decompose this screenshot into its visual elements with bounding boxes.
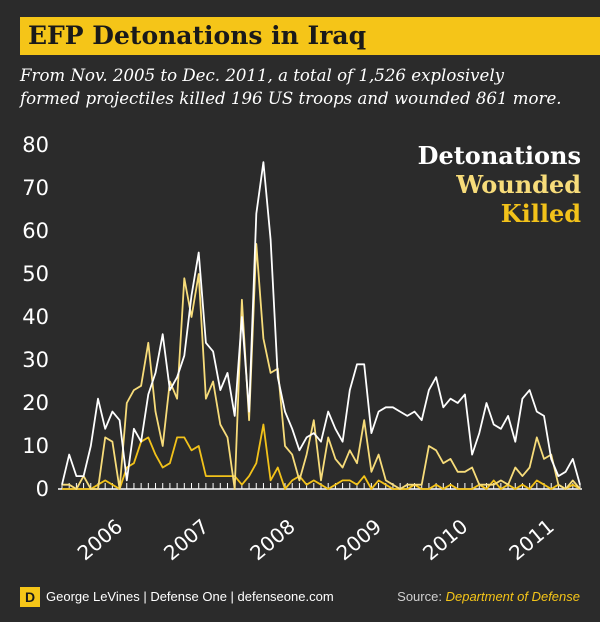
credit-line: George LeVines | Defense One | defenseon… [46,589,334,604]
legend-entry-wounded: Wounded [455,170,581,199]
footer: D George LeVines | Defense One | defense… [0,585,600,613]
x-tick-label: 2007 [159,514,213,565]
y-tick-label: 10 [22,434,49,458]
y-tick-label: 80 [22,133,49,157]
source-name: Department of Defense [445,589,580,604]
y-tick-label: 30 [22,348,49,372]
legend-entry-detonations: Detonations [418,141,581,170]
subtitle-line-1: From Nov. 2005 to Dec. 2011, a total of … [20,66,505,85]
chart-subtitle: From Nov. 2005 to Dec. 2011, a total of … [20,64,595,110]
x-tick-label: 2009 [332,514,386,565]
x-tick-label: 2011 [504,514,558,565]
series-layer [61,161,581,490]
series-line-wounded [62,242,581,490]
x-tick-label: 2006 [73,514,127,565]
x-axis: 2006 2007 2008 2009 2010 2011 [58,483,582,565]
x-tick-label: 2008 [245,514,299,565]
y-tick-label: 0 [36,477,49,501]
series-line-detonations [61,161,581,485]
x-tick-label: 2010 [418,514,472,565]
source-line: Source: Department of Defense [397,589,580,604]
y-tick-label: 70 [22,176,49,200]
source-label: Source: [397,589,442,604]
y-axis: 0 10 20 30 40 50 60 70 80 [22,133,49,501]
series-line-killed [62,423,581,490]
y-tick-label: 60 [22,219,49,243]
y-tick-label: 20 [22,391,49,415]
y-tick-label: 50 [22,262,49,286]
subtitle-line-2: formed projectiles killed 196 US troops … [20,89,562,108]
title-banner [20,17,600,55]
defense-one-logo: D [20,587,40,607]
y-tick-label: 40 [22,305,49,329]
legend-entry-killed: Killed [501,199,581,228]
chart-title: EFP Detonations in Iraq [28,21,367,50]
